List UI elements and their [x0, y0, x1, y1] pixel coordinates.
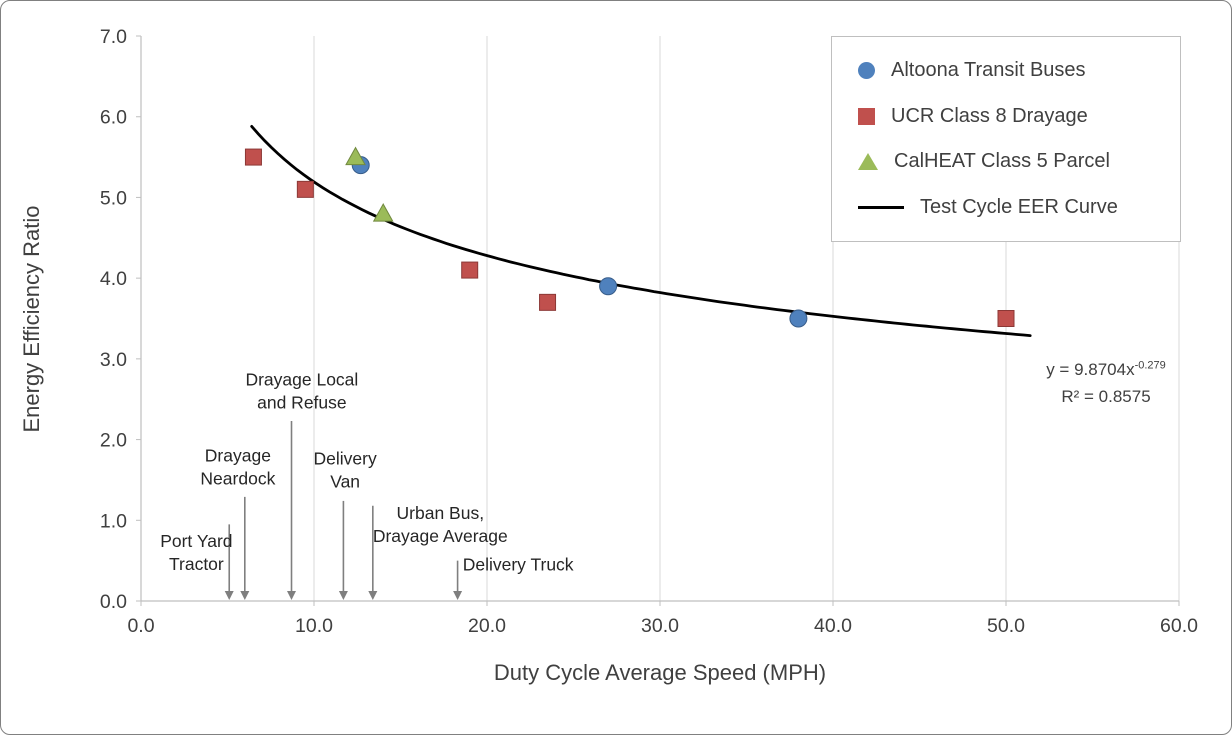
equation-exponent: -0.279 [1134, 359, 1166, 372]
legend-item-test-cycle-eer-curve: Test Cycle EER Curve [858, 196, 1180, 219]
y-tick-label: 6.0 [100, 107, 127, 129]
legend-label: Altoona Transit Buses [891, 59, 1086, 82]
data-point-square [244, 148, 262, 166]
data-point-square [997, 310, 1015, 327]
annotation-label: Urban Bus, Drayage Average [373, 503, 508, 546]
annotation-label: Delivery Van [314, 449, 377, 492]
trendline-equation: y = 9.8704x-0.279 R² = 0.8575 [1014, 356, 1198, 410]
data-point-circle [789, 309, 808, 328]
annotation-label: Port Yard Tractor [160, 531, 232, 574]
x-axis-title: Duty Cycle Average Speed (MPH) [493, 660, 827, 685]
y-tick-label: 0.0 [100, 591, 127, 613]
equation-base: y = 9.8704x [1046, 360, 1135, 379]
equation-line: y = 9.8704x-0.279 [1014, 356, 1198, 383]
x-tick-label: 20.0 [468, 615, 506, 637]
y-tick-label: 3.0 [100, 349, 127, 371]
y-tick-label: 2.0 [100, 430, 127, 452]
annotation-arrowhead [224, 591, 234, 600]
data-point-triangle [372, 203, 394, 222]
y-tick-label: 4.0 [100, 268, 127, 290]
r-squared-line: R² = 0.8575 [1061, 387, 1151, 407]
triangle-marker-icon [858, 153, 878, 171]
annotation-arrowhead [338, 591, 348, 600]
data-point-square [539, 293, 557, 311]
line-marker-icon [858, 205, 904, 209]
data-point-circle [599, 277, 618, 296]
y-tick-label: 1.0 [100, 510, 127, 532]
annotation-label: Drayage Local and Refuse [245, 370, 358, 413]
circle-marker-icon [858, 62, 875, 80]
x-tick-label: 40.0 [814, 615, 852, 637]
data-point-triangle [345, 146, 366, 166]
legend-item-calheat-class5-parcel: CalHEAT Class 5 Parcel [858, 150, 1180, 173]
legend-label: CalHEAT Class 5 Parcel [894, 150, 1110, 173]
x-tick-label: 10.0 [295, 615, 333, 637]
annotation-label: Delivery Truck [463, 555, 574, 575]
y-axis-title: Energy Efficiency Ratio [19, 205, 44, 433]
x-tick-label: 60.0 [1160, 615, 1198, 637]
data-point-square [461, 261, 479, 279]
annotation-arrowhead [368, 591, 378, 600]
legend-item-altoona-transit-buses: Altoona Transit Buses [858, 59, 1180, 82]
square-marker-icon [858, 107, 875, 125]
annotation-arrowhead [287, 591, 297, 600]
y-tick-label: 7.0 [100, 26, 127, 48]
annotation-arrowhead [453, 591, 463, 600]
y-tick-label: 5.0 [100, 187, 127, 209]
legend-label: Test Cycle EER Curve [920, 195, 1118, 218]
data-point-square [296, 180, 314, 198]
x-tick-label: 50.0 [987, 615, 1025, 637]
annotation-label: Drayage Neardock [200, 446, 275, 489]
legend-item-ucr-class8-drayage: UCR Class 8 Drayage [858, 105, 1180, 128]
x-tick-label: 0.0 [127, 615, 154, 637]
legend-label: UCR Class 8 Drayage [891, 104, 1088, 127]
chart-legend: Altoona Transit Buses UCR Class 8 Drayag… [831, 36, 1181, 242]
annotation-arrowhead [240, 591, 250, 600]
x-tick-label: 30.0 [641, 615, 679, 637]
